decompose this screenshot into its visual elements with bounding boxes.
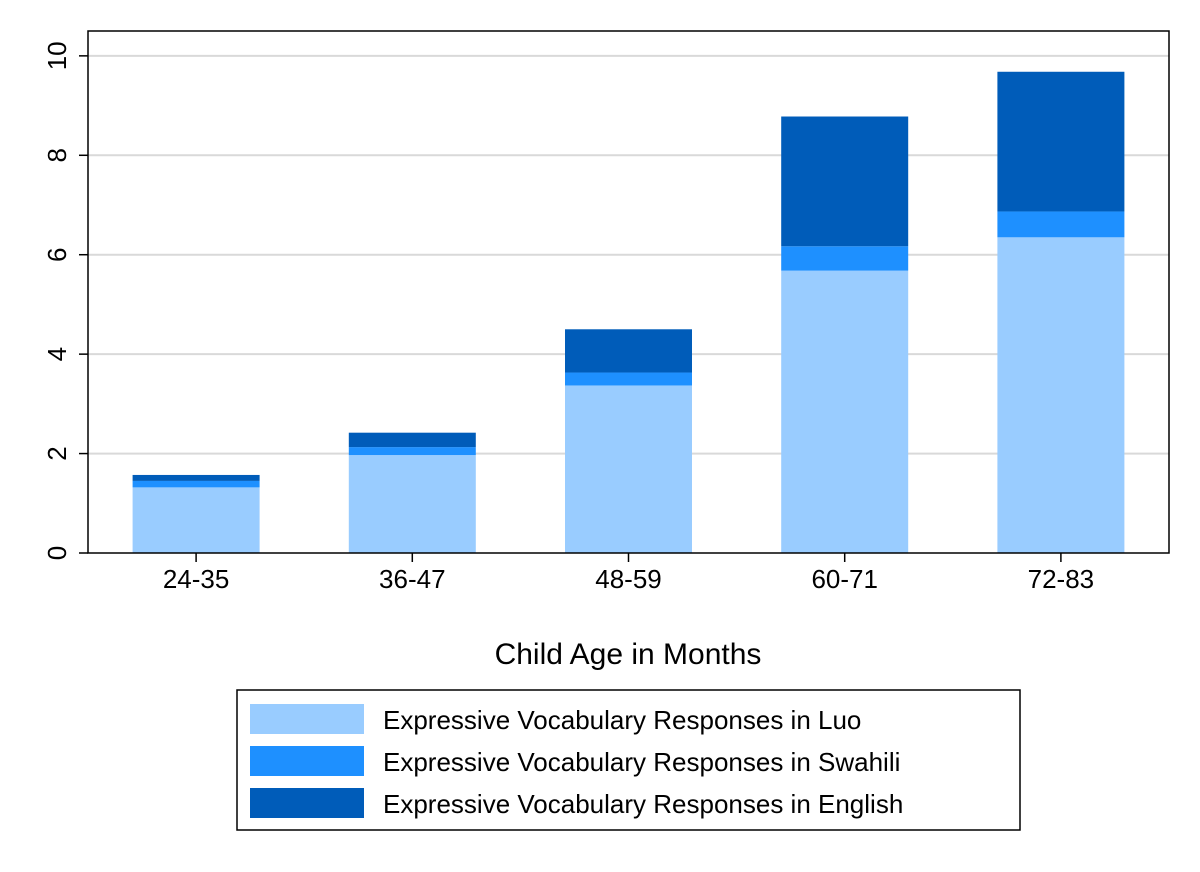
bar-segment	[348, 447, 476, 456]
x-axis-title: Child Age in Months	[495, 638, 762, 671]
bar-segment	[132, 487, 260, 553]
legend-swatch	[250, 746, 364, 776]
bars	[132, 71, 1125, 554]
bar-segment	[997, 71, 1125, 212]
y-tick-label: 4	[42, 347, 72, 361]
legend-items: Expressive Vocabulary Responses in Luo Ex…	[250, 704, 903, 819]
bar-segment	[565, 385, 692, 553]
bar-segment	[997, 237, 1125, 554]
legend-label: Expressive Vocabulary Responses in Swahi…	[383, 747, 900, 777]
bar-segment	[132, 480, 260, 488]
bar-segment	[781, 246, 909, 271]
bar-segment	[781, 116, 909, 247]
bar-segment	[781, 270, 909, 553]
bar-segment	[997, 211, 1125, 238]
bar-segment	[348, 455, 476, 553]
bar-segment	[565, 329, 692, 373]
legend-label: Expressive Vocabulary Responses in Luo	[383, 705, 861, 735]
gridlines	[88, 54, 1169, 455]
legend: Expressive Vocabulary Responses in Luo Ex…	[236, 689, 1021, 831]
x-tick-label: 24-35	[163, 564, 230, 594]
y-tick-label: 8	[42, 148, 72, 162]
bar-segment	[565, 372, 692, 386]
x-tick-label: 60-71	[811, 564, 878, 594]
bar-segment	[132, 474, 260, 481]
bar-segment	[348, 432, 476, 448]
y-tick-label: 2	[42, 446, 72, 460]
y-tick-label: 0	[42, 546, 72, 560]
x-tick-label: 48-59	[595, 564, 662, 594]
legend-swatch	[250, 788, 364, 818]
legend-label: Expressive Vocabulary Responses in Engli…	[383, 789, 903, 819]
x-axis: 24-35 36-47 48-59 60-71 72-83	[163, 553, 1094, 594]
legend-frame	[236, 689, 1021, 831]
x-tick-label: 36-47	[379, 564, 446, 594]
x-tick-label: 72-83	[1028, 564, 1095, 594]
y-axis: 0 2 4 6 8 10	[42, 41, 88, 560]
y-tick-label: 6	[42, 247, 72, 261]
y-tick-label: 10	[42, 41, 72, 70]
legend-swatch	[250, 704, 364, 734]
